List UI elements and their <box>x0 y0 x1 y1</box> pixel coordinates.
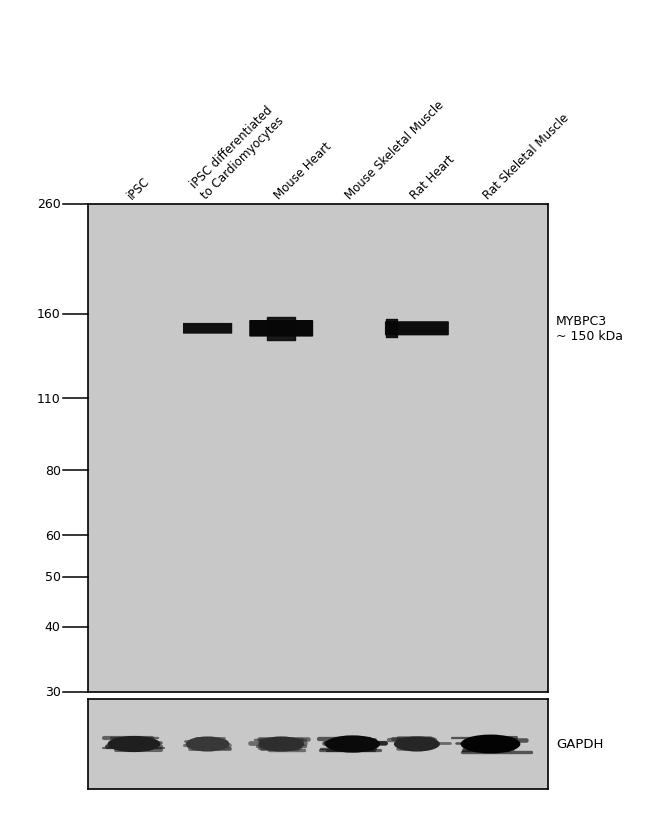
Text: 30: 30 <box>45 686 60 699</box>
Text: 260: 260 <box>37 198 60 211</box>
Text: 40: 40 <box>45 621 60 634</box>
Text: 110: 110 <box>37 392 60 405</box>
Ellipse shape <box>107 736 161 752</box>
Ellipse shape <box>461 735 521 753</box>
Text: Mouse Heart: Mouse Heart <box>272 139 334 201</box>
Text: MYBPC3
~ 150 kDa: MYBPC3 ~ 150 kDa <box>556 315 623 343</box>
Ellipse shape <box>186 736 229 752</box>
Text: 160: 160 <box>37 308 60 321</box>
FancyBboxPatch shape <box>249 320 313 337</box>
Text: iPSC differentiated
to Cardiomyocytes: iPSC differentiated to Cardiomyocytes <box>188 103 286 201</box>
Ellipse shape <box>258 736 304 752</box>
FancyBboxPatch shape <box>183 324 232 334</box>
Text: 50: 50 <box>45 570 60 583</box>
Text: Rat Heart: Rat Heart <box>408 152 457 201</box>
Text: 80: 80 <box>45 464 60 477</box>
Text: Rat Skeletal Muscle: Rat Skeletal Muscle <box>481 111 572 201</box>
Text: GAPDH: GAPDH <box>556 738 603 750</box>
Text: Mouse Skeletal Muscle: Mouse Skeletal Muscle <box>343 98 447 201</box>
Ellipse shape <box>325 735 380 753</box>
Text: 60: 60 <box>45 529 60 542</box>
Ellipse shape <box>394 736 440 752</box>
Text: iPSC: iPSC <box>125 174 152 201</box>
FancyBboxPatch shape <box>385 322 449 336</box>
